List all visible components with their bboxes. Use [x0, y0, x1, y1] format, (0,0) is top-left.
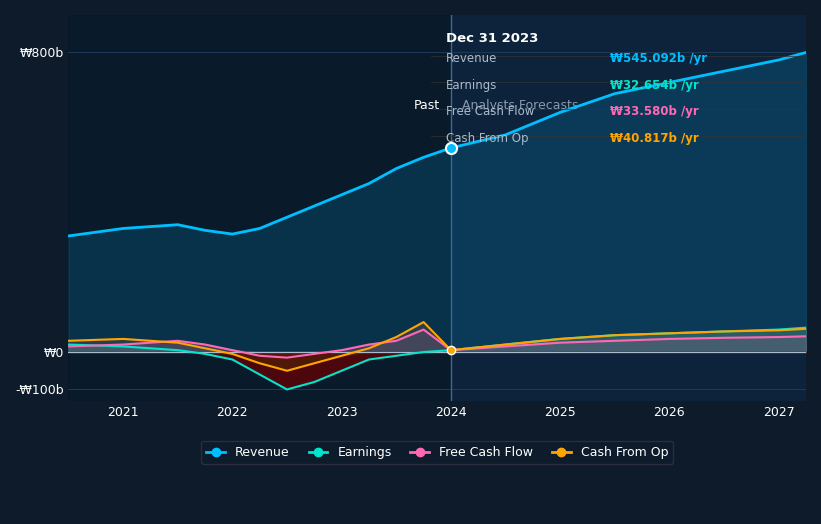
Legend: Revenue, Earnings, Free Cash Flow, Cash From Op: Revenue, Earnings, Free Cash Flow, Cash … — [201, 441, 673, 464]
Text: Analysts Forecasts: Analysts Forecasts — [462, 99, 578, 112]
Text: Earnings: Earnings — [446, 79, 498, 92]
Text: Free Cash Flow: Free Cash Flow — [446, 105, 534, 118]
Text: ₩40.817b /yr: ₩40.817b /yr — [610, 132, 699, 145]
Text: Past: Past — [414, 99, 440, 112]
Text: Dec 31 2023: Dec 31 2023 — [446, 31, 539, 45]
Bar — [68, 15, 451, 401]
Text: ₩545.092b /yr: ₩545.092b /yr — [610, 52, 708, 65]
Text: ₩32.654b /yr: ₩32.654b /yr — [610, 79, 699, 92]
Bar — [451, 15, 806, 401]
Text: Revenue: Revenue — [446, 52, 498, 65]
Text: Cash From Op: Cash From Op — [446, 132, 529, 145]
Text: ₩33.580b /yr: ₩33.580b /yr — [610, 105, 699, 118]
